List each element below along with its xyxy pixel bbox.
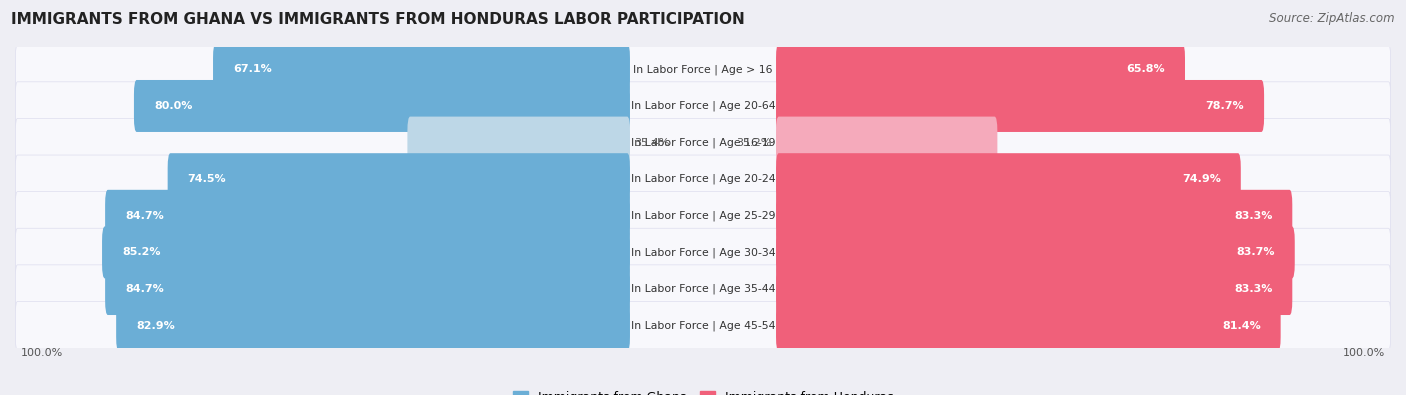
Text: IMMIGRANTS FROM GHANA VS IMMIGRANTS FROM HONDURAS LABOR PARTICIPATION: IMMIGRANTS FROM GHANA VS IMMIGRANTS FROM… <box>11 12 745 27</box>
Text: 83.3%: 83.3% <box>1234 284 1272 294</box>
Text: 84.7%: 84.7% <box>125 284 165 294</box>
FancyBboxPatch shape <box>776 300 1281 352</box>
Text: 84.7%: 84.7% <box>125 211 165 221</box>
FancyBboxPatch shape <box>776 190 1292 242</box>
Text: 78.7%: 78.7% <box>1205 101 1244 111</box>
Text: 35.2%: 35.2% <box>737 137 772 148</box>
Text: In Labor Force | Age 16-19: In Labor Force | Age 16-19 <box>631 137 775 148</box>
Text: 82.9%: 82.9% <box>136 321 174 331</box>
Text: In Labor Force | Age > 16: In Labor Force | Age > 16 <box>633 64 773 75</box>
FancyBboxPatch shape <box>15 192 1391 240</box>
FancyBboxPatch shape <box>776 117 997 169</box>
FancyBboxPatch shape <box>105 190 630 242</box>
FancyBboxPatch shape <box>15 301 1391 350</box>
Text: 80.0%: 80.0% <box>153 101 193 111</box>
FancyBboxPatch shape <box>776 263 1292 315</box>
FancyBboxPatch shape <box>15 82 1391 130</box>
Text: 83.3%: 83.3% <box>1234 211 1272 221</box>
FancyBboxPatch shape <box>776 226 1295 278</box>
Text: 35.4%: 35.4% <box>634 137 669 148</box>
FancyBboxPatch shape <box>117 300 630 352</box>
Text: In Labor Force | Age 25-29: In Labor Force | Age 25-29 <box>631 211 775 221</box>
Text: 85.2%: 85.2% <box>122 247 160 258</box>
FancyBboxPatch shape <box>15 228 1391 276</box>
Text: 74.9%: 74.9% <box>1182 174 1220 184</box>
Legend: Immigrants from Ghana, Immigrants from Honduras: Immigrants from Ghana, Immigrants from H… <box>509 387 897 395</box>
FancyBboxPatch shape <box>15 118 1391 167</box>
Text: In Labor Force | Age 45-54: In Labor Force | Age 45-54 <box>631 320 775 331</box>
FancyBboxPatch shape <box>776 43 1185 95</box>
FancyBboxPatch shape <box>776 153 1240 205</box>
FancyBboxPatch shape <box>134 80 630 132</box>
FancyBboxPatch shape <box>408 117 630 169</box>
Text: Source: ZipAtlas.com: Source: ZipAtlas.com <box>1270 12 1395 25</box>
Text: In Labor Force | Age 20-64: In Labor Force | Age 20-64 <box>631 101 775 111</box>
FancyBboxPatch shape <box>15 45 1391 94</box>
FancyBboxPatch shape <box>776 80 1264 132</box>
Text: 74.5%: 74.5% <box>187 174 226 184</box>
FancyBboxPatch shape <box>214 43 630 95</box>
Text: 100.0%: 100.0% <box>1343 348 1385 357</box>
FancyBboxPatch shape <box>15 265 1391 313</box>
Text: In Labor Force | Age 20-24: In Labor Force | Age 20-24 <box>631 174 775 184</box>
Text: 81.4%: 81.4% <box>1222 321 1261 331</box>
FancyBboxPatch shape <box>105 263 630 315</box>
Text: 67.1%: 67.1% <box>233 64 271 74</box>
FancyBboxPatch shape <box>15 155 1391 203</box>
Text: 83.7%: 83.7% <box>1236 247 1275 258</box>
Text: In Labor Force | Age 35-44: In Labor Force | Age 35-44 <box>631 284 775 294</box>
Text: 65.8%: 65.8% <box>1126 64 1166 74</box>
Text: 100.0%: 100.0% <box>21 348 63 357</box>
FancyBboxPatch shape <box>167 153 630 205</box>
FancyBboxPatch shape <box>103 226 630 278</box>
Text: In Labor Force | Age 30-34: In Labor Force | Age 30-34 <box>631 247 775 258</box>
